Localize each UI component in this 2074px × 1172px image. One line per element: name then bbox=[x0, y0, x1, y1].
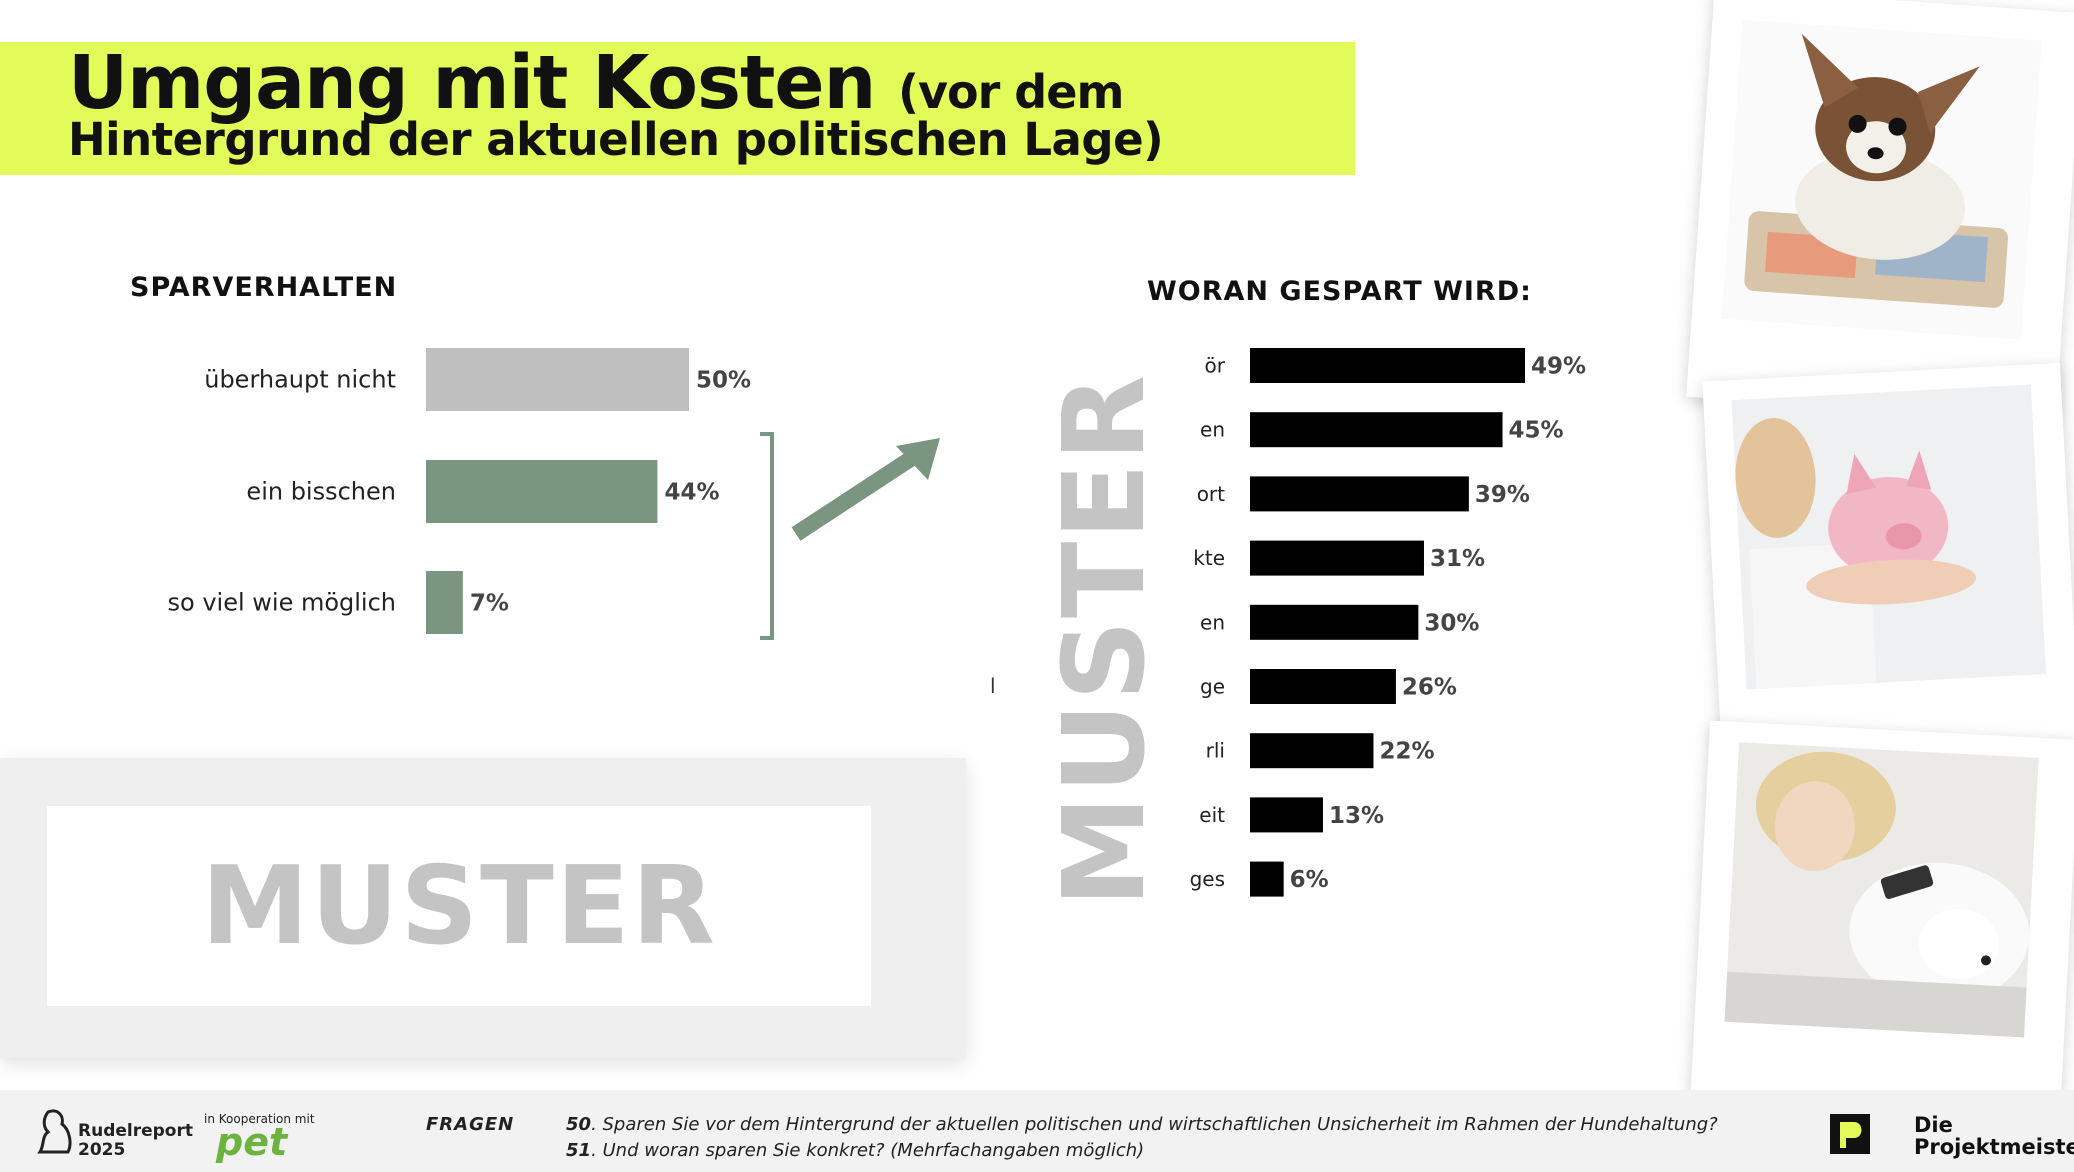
chart2-value-label: 49% bbox=[1531, 354, 1586, 380]
watermark-panel: MUSTER bbox=[0, 758, 966, 1058]
brand-line2: 2025 bbox=[78, 1140, 126, 1160]
question-51: 51. Und woran sparen Sie konkret? (Mehrf… bbox=[566, 1140, 1144, 1161]
company-line1: Die bbox=[1914, 1113, 1953, 1137]
brand-name: Rudelreport 2025 bbox=[78, 1122, 193, 1160]
chart1-bar bbox=[426, 571, 463, 634]
arrow-shaft bbox=[791, 451, 917, 541]
stray-label: l bbox=[990, 674, 996, 698]
title-band bbox=[0, 42, 1355, 175]
photo-frame-2 bbox=[1702, 362, 2074, 760]
chart2-category-label: ör bbox=[1205, 354, 1226, 378]
chart-woran-gespart: ör 49% en 45% ort 39% kte 31% en 30% ge 26% rli 22% ei… bbox=[1190, 348, 1586, 897]
watermark-text: MUSTER bbox=[201, 843, 717, 969]
watermark-vertical-text: MUSTER bbox=[1040, 372, 1170, 908]
photo-frame-3 bbox=[1690, 720, 2074, 1120]
chart2-category-label: kte bbox=[1193, 546, 1225, 570]
chart1-value-label: 44% bbox=[664, 480, 719, 506]
chart2-value-label: 26% bbox=[1402, 675, 1457, 701]
projektmeisterei-logo-icon bbox=[1830, 1114, 1870, 1154]
arrow-head bbox=[896, 438, 940, 480]
chart2-value-label: 13% bbox=[1329, 803, 1384, 829]
bracket-shape bbox=[760, 432, 774, 640]
chart1-value-label: 50% bbox=[696, 368, 751, 394]
chart2-category-label: en bbox=[1200, 610, 1225, 634]
chart2-value-label: 45% bbox=[1509, 418, 1564, 444]
chart2-bar bbox=[1250, 412, 1503, 448]
dog-with-money-photo bbox=[1721, 19, 2042, 340]
chart1-bar bbox=[426, 460, 658, 523]
chart2-title: WORAN GESPART WIRD: bbox=[1147, 276, 1532, 307]
chart2-category-label: rli bbox=[1206, 739, 1225, 763]
chart1-value-label: 7% bbox=[470, 591, 509, 617]
chart2-value-label: 39% bbox=[1475, 482, 1530, 508]
page-title: Umgang mit Kosten (vor dem bbox=[68, 44, 1124, 131]
title-main: Umgang mit Kosten bbox=[68, 40, 876, 126]
watermark-inner: MUSTER bbox=[47, 806, 871, 1006]
page-subtitle: Hintergrund der aktuellen politischen La… bbox=[68, 113, 1164, 166]
chart1-category-label: so viel wie möglich bbox=[168, 589, 396, 617]
brand-line1: Rudelreport bbox=[78, 1121, 193, 1141]
chart2-category-label: eit bbox=[1199, 803, 1225, 827]
chart1-category-label: ein bisschen bbox=[246, 478, 396, 506]
chart2-value-label: 31% bbox=[1430, 546, 1485, 572]
footer: Rudelreport 2025 in Kooperation mit pet … bbox=[0, 1090, 2074, 1172]
question-50-number: 50 bbox=[566, 1114, 592, 1135]
chart2-value-label: 22% bbox=[1379, 739, 1434, 765]
chart2-category-label: ge bbox=[1200, 675, 1225, 699]
chart2-bar bbox=[1250, 348, 1525, 383]
chart1-bar bbox=[426, 348, 689, 411]
company-line2: Projektmeisterei bbox=[1914, 1135, 2074, 1159]
chart2-bar bbox=[1250, 476, 1469, 512]
chart2-bar bbox=[1250, 797, 1323, 833]
chart-sparverhalten: überhaupt nicht 50% ein bisschen 44% so viel… bbox=[168, 348, 751, 634]
question-51-number: 51 bbox=[566, 1140, 592, 1161]
chart2-bar bbox=[1250, 733, 1374, 769]
dog-logo-icon bbox=[37, 1109, 72, 1154]
chart1-category-label: überhaupt nicht bbox=[204, 366, 396, 394]
chart2-bar bbox=[1250, 861, 1284, 897]
chart2-category-label: en bbox=[1200, 418, 1225, 442]
question-50: 50. Sparen Sie vor dem Hintergrund der a… bbox=[566, 1114, 1718, 1135]
photo-frame-1 bbox=[1686, 0, 2074, 423]
chart1-title: SPARVERHALTEN bbox=[130, 272, 398, 303]
chart2-bar bbox=[1250, 540, 1424, 576]
chart2-value-label: 30% bbox=[1424, 610, 1479, 636]
woman-with-dog-phone-photo bbox=[1724, 742, 2039, 1038]
bracket-and-arrow bbox=[760, 432, 940, 640]
title-suffix: (vor dem bbox=[898, 65, 1124, 119]
chart2-category-label: ort bbox=[1197, 482, 1225, 506]
cooperation-label: in Kooperation mit bbox=[204, 1112, 315, 1126]
company-name: Die Projektmeisterei bbox=[1914, 1114, 2074, 1158]
chart2-value-label: 6% bbox=[1290, 867, 1329, 893]
chart2-bar bbox=[1250, 669, 1396, 704]
chart2-category-label: ges bbox=[1190, 867, 1225, 891]
questions-label: FRAGEN bbox=[426, 1114, 515, 1135]
question-51-text: . Und woran sparen Sie konkret? (Mehrfac… bbox=[591, 1140, 1145, 1161]
partner-logo: pet bbox=[216, 1120, 288, 1164]
chart2-bar bbox=[1250, 604, 1419, 640]
woman-with-piggy-bank-photo bbox=[1731, 384, 2047, 690]
question-50-text: . Sparen Sie vor dem Hintergrund der akt… bbox=[591, 1114, 1718, 1135]
